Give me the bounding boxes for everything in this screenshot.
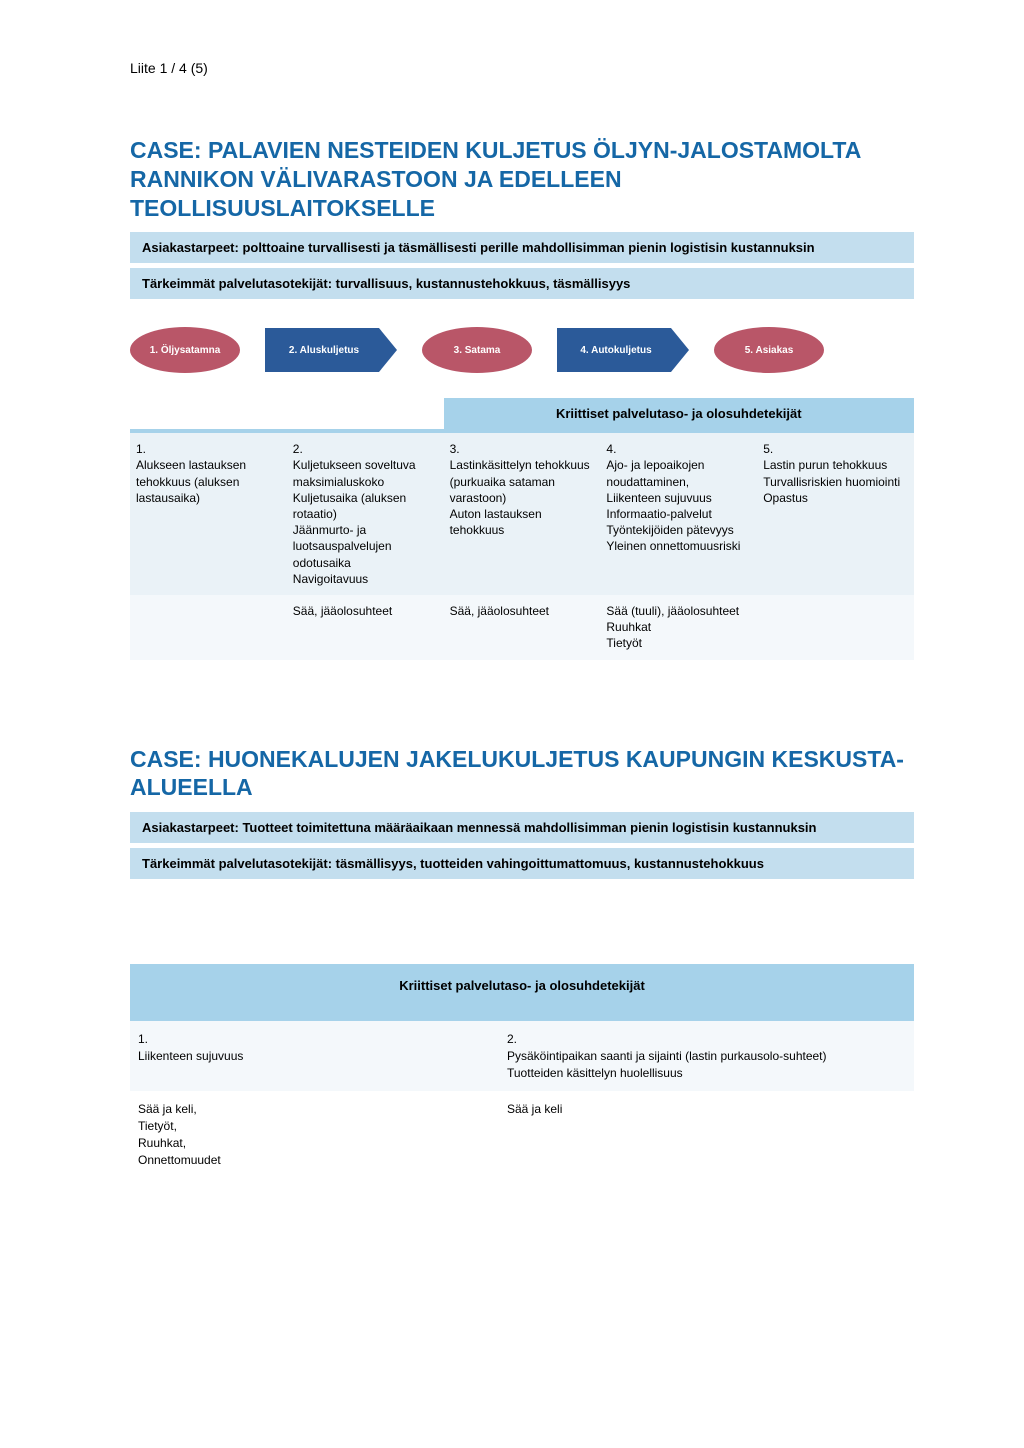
flow-node-5: 5. Asiakas — [714, 327, 824, 373]
c1-r1-c1: Sää, jääolosuhteet — [287, 595, 444, 660]
case1-bar1: Asiakastarpeet: polttoaine turvallisesti… — [130, 232, 914, 263]
c2-r0-c2 — [868, 1021, 914, 1091]
case1-bar2: Tärkeimmät palvelutasotekijät: turvallis… — [130, 268, 914, 299]
c2-r1-c0: Sää ja keli,Tietyöt,Ruuhkat,Onnettomuude… — [130, 1091, 499, 1178]
case2-crit-header: Kriittiset palvelutaso- ja olosuhdetekij… — [130, 964, 914, 1021]
case1-crit-header: Kriittiset palvelutaso- ja olosuhdetekij… — [444, 398, 914, 429]
c2-r1-c1: Sää ja keli — [499, 1091, 868, 1178]
c2-r1-c2 — [868, 1091, 914, 1178]
case2-bar2: Tärkeimmät palvelutasotekijät: täsmällis… — [130, 848, 914, 879]
case1-crit-header-row: Kriittiset palvelutaso- ja olosuhdetekij… — [130, 398, 914, 429]
case1-title: CASE: PALAVIEN NESTEIDEN KULJETUS ÖLJYN-… — [130, 136, 914, 222]
page-header: Liite 1 / 4 (5) — [130, 60, 914, 76]
c1-r0-c0: 1.Alukseen lastauksen tehokkuus (aluksen… — [130, 433, 287, 595]
case1-table: 1.Alukseen lastauksen tehokkuus (aluksen… — [130, 429, 914, 659]
c1-r1-c2: Sää, jääolosuhteet — [444, 595, 601, 660]
case1-flow: 1. Öljysatamna 2. Aluskuljetus 3. Satama… — [130, 327, 914, 373]
case2-bar1: Asiakastarpeet: Tuotteet toimitettuna mä… — [130, 812, 914, 843]
c2-r0-c1: 2.Pysäköintipaikan saanti ja sijainti (l… — [499, 1021, 868, 1091]
flow-node-3: 3. Satama — [422, 327, 532, 373]
case2-title: CASE: HUONEKALUJEN JAKELUKULJETUS KAUPUN… — [130, 745, 914, 803]
flow-node-2: 2. Aluskuljetus — [265, 328, 397, 372]
c2-r0-c0: 1.Liikenteen sujuvuus — [130, 1021, 499, 1091]
flow-node-2-label: 2. Aluskuljetus — [265, 328, 379, 372]
c1-r1-c4 — [757, 595, 914, 660]
case2-table: 1.Liikenteen sujuvuus 2.Pysäköintipaikan… — [130, 1021, 914, 1179]
c1-r0-c4: 5.Lastin purun tehokkuusTurvallisriskien… — [757, 433, 914, 595]
c1-r0-c1: 2.Kuljetukseen soveltuva maksimialuskoko… — [287, 433, 444, 595]
c1-r0-c2: 3.Lastinkäsittelyn tehokkuus (purkuaika … — [444, 433, 601, 595]
flow-node-4-label: 4. Autokuljetus — [557, 328, 671, 372]
flow-node-4: 4. Autokuljetus — [557, 328, 689, 372]
c1-r1-c0 — [130, 595, 287, 660]
c1-r1-c3: Sää (tuuli), jääolosuhteetRuuhkatTietyöt — [600, 595, 757, 660]
flow-node-1: 1. Öljysatamna — [130, 327, 240, 373]
c1-r0-c3: 4.Ajo- ja lepoaikojen noudattaminen,Liik… — [600, 433, 757, 595]
